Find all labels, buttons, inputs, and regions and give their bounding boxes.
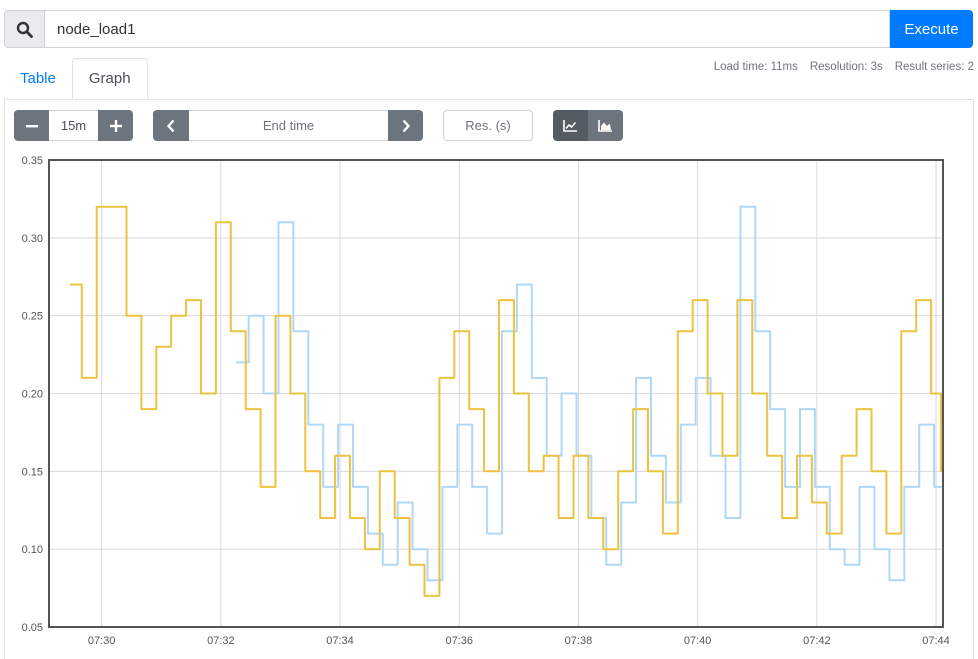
minus-icon (25, 124, 38, 127)
query-bar: node_load1 Execute (4, 10, 973, 48)
x-tick-label: 07:42 (803, 635, 831, 647)
series-line-1 (69, 205, 943, 597)
unstacked-button[interactable] (553, 110, 588, 141)
graph-chart: 0.35 0.30 0.25 0.20 0.15 0.10 0.05 07:30 07:32 07… (22, 155, 950, 647)
graph-panel (4, 99, 974, 659)
end-time-input[interactable]: End time (189, 110, 388, 141)
stacked-button[interactable] (588, 110, 623, 141)
y-tick-label: 0.10 (22, 544, 43, 556)
x-tick-label: 07:30 (88, 635, 116, 647)
y-tick-label: 0.35 (22, 155, 43, 167)
x-tick-label: 07:34 (326, 635, 354, 647)
end-time-control: End time (153, 110, 423, 141)
chevron-left-icon (166, 119, 175, 132)
plus-icon (109, 119, 122, 132)
chart-type-toggle (553, 110, 623, 141)
x-tick-label: 07:44 (922, 635, 950, 647)
view-tabs: Table Graph (4, 58, 148, 100)
resolution-input[interactable]: Res. (s) (443, 110, 533, 141)
resolution-control: Res. (s) (443, 110, 533, 141)
query-stats: Load time: 11ms Resolution: 3s Result se… (714, 61, 974, 73)
tab-table[interactable]: Table (20, 70, 56, 87)
y-tick-label: 0.20 (22, 389, 43, 401)
prev-time-button[interactable] (153, 110, 189, 141)
expression-input[interactable]: node_load1 (44, 10, 890, 48)
y-tick-label: 0.15 (22, 466, 43, 478)
x-tick-label: 07:40 (684, 635, 712, 647)
resolution-text: Resolution: 3s (809, 61, 883, 73)
x-tick-label: 07:38 (565, 635, 593, 647)
y-tick-label: 0.05 (22, 622, 43, 634)
tab-graph[interactable]: Graph (71, 58, 148, 99)
y-tick-label: 0.30 (22, 233, 43, 245)
plot-border (48, 159, 944, 628)
range-input[interactable]: 15m (49, 110, 98, 141)
execute-button[interactable]: Execute (890, 10, 973, 48)
y-tick-label: 0.25 (22, 311, 43, 323)
result-series-text: Result series: 2 (894, 61, 974, 73)
line-chart-icon (563, 119, 577, 132)
x-tick-label: 07:32 (207, 635, 235, 647)
next-time-button[interactable] (388, 110, 423, 141)
range-control: 15m (14, 110, 133, 141)
search-addon (4, 10, 44, 48)
increase-range-button[interactable] (98, 110, 133, 141)
x-tick-label: 07:36 (445, 635, 473, 647)
load-time-text: Load time: 11ms (713, 61, 798, 73)
search-icon (16, 21, 33, 38)
decrease-range-button[interactable] (14, 110, 49, 141)
area-chart-icon (598, 119, 612, 132)
chevron-right-icon (402, 119, 410, 132)
